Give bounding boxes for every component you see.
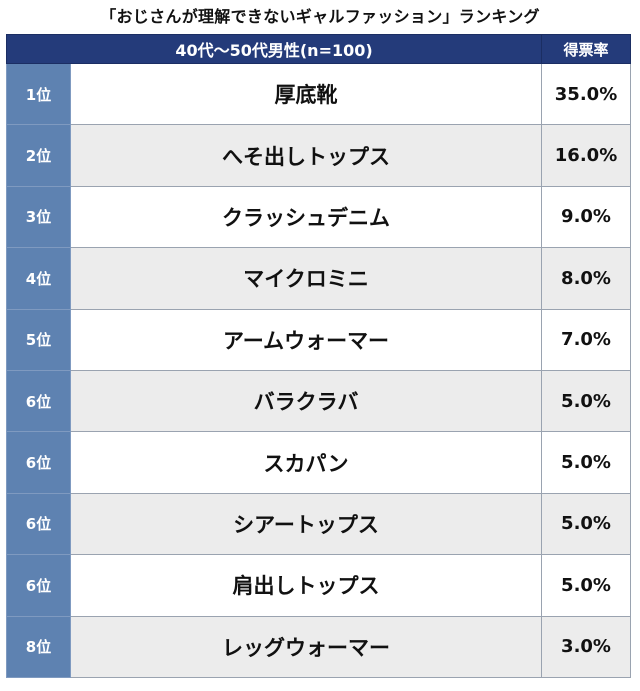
vote-share-cell: 8.0% — [541, 247, 632, 310]
vote-share-cell: 7.0% — [541, 308, 632, 371]
group-header: 40代〜50代男性(n=100) — [5, 34, 543, 64]
item-cell: 肩出しトップス — [69, 554, 543, 617]
item-cell: 厚底靴 — [69, 62, 543, 126]
rank-cell: 6位 — [6, 431, 71, 494]
table-header-row: 40代〜50代男性(n=100) 得票率 — [5, 34, 632, 64]
rank-cell: 8位 — [6, 615, 71, 678]
rank-cell: 6位 — [6, 369, 71, 433]
vote-share-cell: 35.0% — [541, 62, 632, 126]
table-row: 6位 シアートップス 5.0% — [6, 492, 632, 556]
rank-cell: 6位 — [6, 554, 71, 617]
rank-cell: 2位 — [6, 124, 71, 187]
table-row: 6位 バラクラバ 5.0% — [6, 369, 632, 433]
item-cell: レッグウォーマー — [69, 615, 543, 678]
vote-share-header: 得票率 — [541, 34, 632, 64]
table-row: 4位 マイクロミニ 8.0% — [6, 247, 632, 310]
vote-share-cell: 5.0% — [541, 554, 632, 617]
table-row: 1位 厚底靴 35.0% — [6, 62, 632, 126]
vote-share-cell: 3.0% — [541, 615, 632, 678]
chart-title: 「おじさんが理解できないギャルファッション」ランキング — [100, 7, 540, 26]
item-cell: バラクラバ — [69, 369, 543, 433]
table-row: 6位 肩出しトップス 5.0% — [6, 554, 632, 617]
rank-cell: 3位 — [6, 185, 71, 249]
table-row: 2位 へそ出しトップス 16.0% — [6, 124, 632, 187]
vote-share-cell: 5.0% — [541, 369, 632, 433]
item-cell: アームウォーマー — [69, 308, 543, 371]
table-row: 3位 クラッシュデニム 9.0% — [6, 185, 632, 249]
item-cell: クラッシュデニム — [69, 185, 543, 249]
ranking-table: 40代〜50代男性(n=100) 得票率 1位 厚底靴 35.0% 2位 へそ出しトップ… — [5, 34, 632, 678]
rank-cell: 6位 — [6, 492, 71, 556]
rank-cell: 1位 — [6, 62, 71, 126]
rank-cell: 5位 — [6, 308, 71, 371]
vote-share-cell: 5.0% — [541, 431, 632, 494]
table-row: 5位 アームウォーマー 7.0% — [6, 308, 632, 371]
vote-share-cell: 5.0% — [541, 492, 632, 556]
item-cell: スカパン — [69, 431, 543, 494]
table-row: 8位 レッグウォーマー 3.0% — [6, 615, 632, 678]
item-cell: シアートップス — [69, 492, 543, 556]
item-cell: マイクロミニ — [69, 247, 543, 310]
vote-share-cell: 16.0% — [541, 124, 632, 187]
vote-share-cell: 9.0% — [541, 185, 632, 249]
rank-cell: 4位 — [6, 247, 71, 310]
table-row: 6位 スカパン 5.0% — [6, 431, 632, 494]
item-cell: へそ出しトップス — [69, 124, 543, 187]
